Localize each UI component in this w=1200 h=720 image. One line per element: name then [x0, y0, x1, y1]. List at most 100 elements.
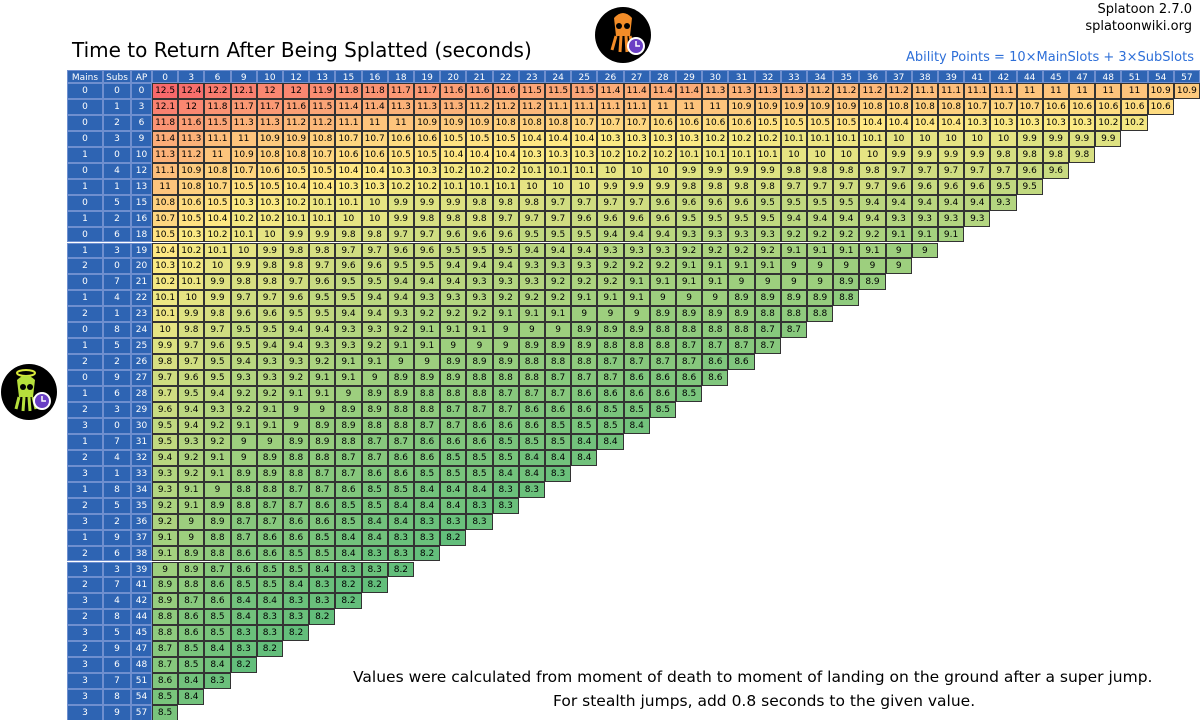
value-cell: 9.5: [754, 210, 781, 227]
row-header: 30: [131, 417, 152, 434]
value-cell: 8.8: [152, 609, 179, 626]
value-cell: 8.3: [361, 545, 388, 562]
column-header: 39: [938, 70, 965, 83]
value-cell: 8.5: [361, 497, 388, 514]
row-header: 2: [103, 210, 131, 227]
value-cell: 10.6: [414, 130, 441, 147]
row-header: 7: [103, 577, 131, 594]
value-cell: 10.6: [702, 114, 729, 131]
formula: Ability Points = 10×MainSlots + 3×SubSlo…: [905, 50, 1194, 65]
value-cell: 9.5: [178, 386, 205, 402]
value-cell: 9.6: [361, 258, 388, 275]
value-cell: 11.4: [152, 130, 179, 147]
value-cell: 9.5: [283, 306, 310, 323]
value-cell: 10.5: [178, 210, 205, 227]
value-cell: 9.7: [414, 226, 441, 243]
value-cell: 8.9: [152, 593, 179, 610]
row-header: 1: [67, 529, 103, 546]
value-cell: 9.2: [597, 274, 624, 291]
value-cell: 9.6: [571, 210, 598, 227]
value-cell: 8.7: [597, 354, 624, 371]
value-cell: 9.7: [571, 194, 598, 211]
value-cell: 10.6: [335, 146, 362, 163]
note: Values were calculated from moment of de…: [353, 668, 1153, 686]
value-cell: 8.3: [387, 529, 414, 546]
value-cell: 10.7: [152, 210, 179, 227]
value-cell: 8.8: [204, 529, 231, 546]
value-cell: 8.7: [518, 386, 545, 402]
column-header: 19: [414, 70, 441, 83]
value-cell: 9.7: [283, 274, 310, 291]
value-cell: 9.9: [178, 306, 205, 323]
value-cell: 8.7: [414, 417, 441, 434]
value-cell: 8.6: [597, 386, 624, 402]
value-cell: 10: [859, 146, 886, 163]
value-cell: 9: [780, 274, 807, 291]
row-header: 4: [103, 290, 131, 307]
value-cell: 10.1: [571, 162, 598, 179]
value-cell: 11.1: [990, 83, 1017, 99]
value-cell: 8.9: [335, 417, 362, 434]
value-cell: 8.3: [387, 545, 414, 562]
value-cell: 9.6: [649, 210, 676, 227]
value-cell: 9.4: [309, 322, 336, 339]
value-cell: 8.7: [309, 465, 336, 482]
row-header: 9: [103, 529, 131, 546]
column-header: 24: [545, 70, 572, 83]
value-cell: 9.1: [676, 274, 703, 291]
row-header: 2: [67, 354, 103, 371]
row-header: 4: [103, 449, 131, 466]
row-header: 51: [131, 673, 152, 690]
value-cell: 10.5: [230, 178, 257, 195]
value-cell: 9: [885, 258, 912, 275]
value-cell: 10.5: [466, 130, 493, 147]
value-cell: 9.4: [361, 290, 388, 307]
value-cell: 9.2: [780, 226, 807, 243]
value-cell: 9.7: [859, 178, 886, 195]
value-cell: 11.1: [597, 98, 624, 115]
value-cell: 9.4: [387, 274, 414, 291]
value-cell: 8.7: [283, 497, 310, 514]
value-cell: 9.9: [649, 178, 676, 195]
value-cell: 10.2: [754, 130, 781, 147]
value-cell: 9.6: [702, 194, 729, 211]
value-cell: 8.4: [335, 529, 362, 546]
row-header: 3: [67, 657, 103, 674]
value-cell: 9.3: [597, 242, 624, 259]
column-header: 42: [990, 70, 1017, 83]
value-cell: 10.8: [283, 146, 310, 163]
value-cell: 8.9: [440, 354, 467, 371]
value-cell: 8.7: [676, 338, 703, 355]
value-cell: 9.9: [702, 162, 729, 179]
row-header: 23: [131, 306, 152, 323]
value-cell: 8.4: [414, 481, 441, 498]
column-header: 13: [309, 70, 336, 83]
value-cell: 8.7: [361, 449, 388, 466]
value-cell: 10.1: [676, 146, 703, 163]
value-cell: 10: [571, 178, 598, 195]
row-header: 2: [67, 609, 103, 626]
value-cell: 10.6: [676, 114, 703, 131]
value-cell: 8.7: [204, 561, 231, 578]
value-cell: 9.3: [230, 370, 257, 387]
column-header: 3: [178, 70, 205, 83]
value-cell: 9.4: [649, 226, 676, 243]
value-cell: 10.1: [780, 130, 807, 147]
value-cell: 9: [335, 386, 362, 402]
value-cell: 9.4: [178, 417, 205, 434]
value-cell: 9.4: [780, 210, 807, 227]
value-cell: 9.4: [230, 354, 257, 371]
column-header: 6: [204, 70, 231, 83]
value-cell: 10.5: [440, 130, 467, 147]
value-cell: 9.2: [807, 226, 834, 243]
value-cell: 9.7: [152, 386, 179, 402]
value-cell: 10.2: [414, 178, 441, 195]
row-header: 3: [67, 689, 103, 706]
value-cell: 9.8: [466, 194, 493, 211]
value-cell: 11.5: [309, 98, 336, 115]
value-cell: 9.9: [256, 242, 283, 259]
row-header: 38: [131, 545, 152, 562]
value-cell: 9.6: [230, 306, 257, 323]
value-cell: 10.3: [178, 226, 205, 243]
column-header: 41: [964, 70, 991, 83]
